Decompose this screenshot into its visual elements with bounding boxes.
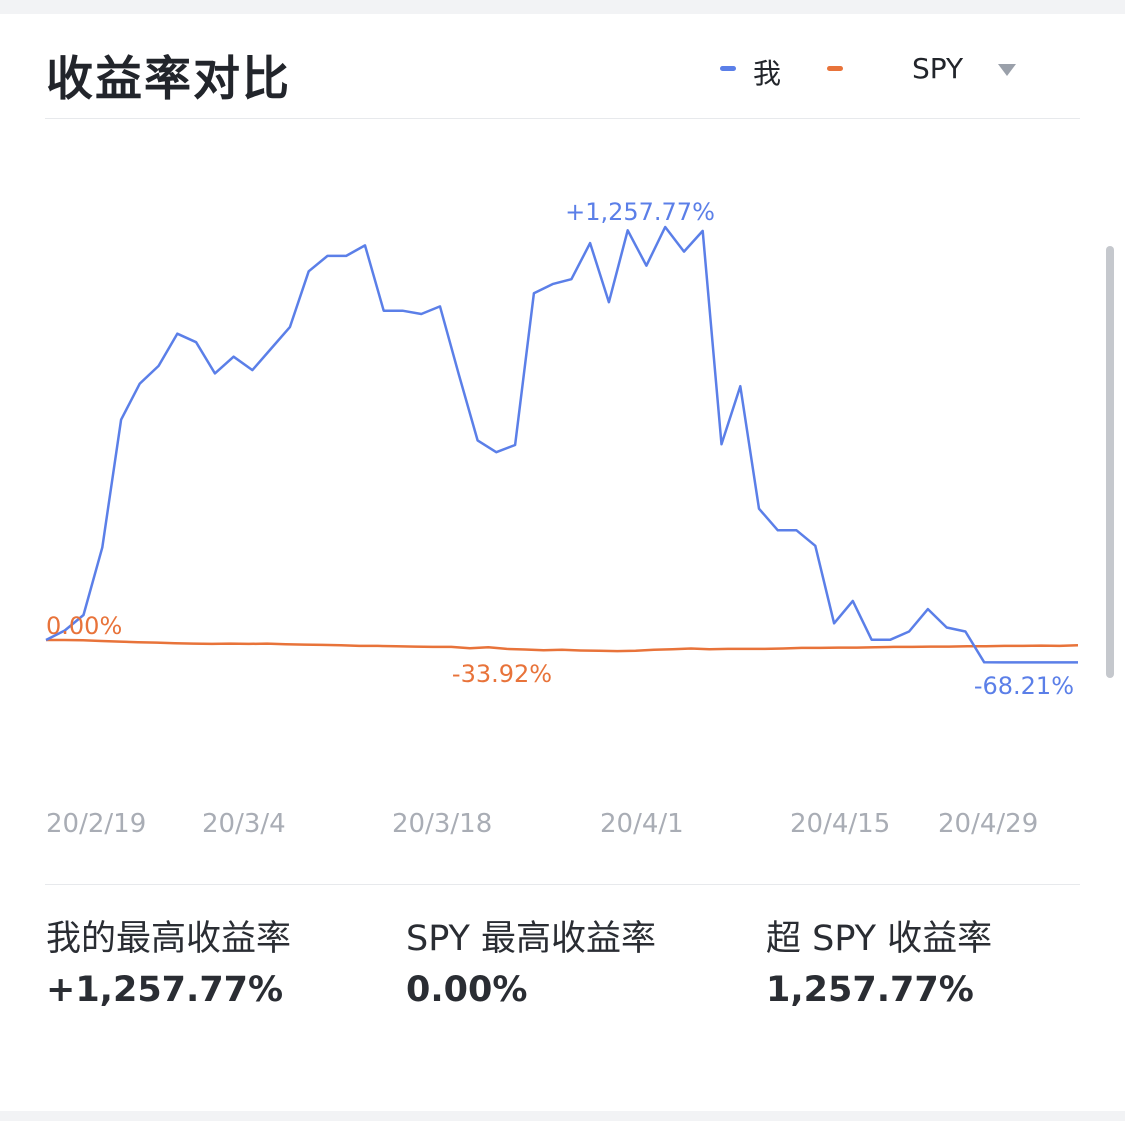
header-divider xyxy=(45,118,1080,119)
page-title: 收益率对比 xyxy=(46,52,291,107)
scrollbar[interactable] xyxy=(1106,246,1114,678)
legend-benchmark-marker xyxy=(827,66,843,71)
return-comparison-card: 收益率对比 我 SPY 我的最高收益率 +1,257.77% SPY 最高收益率… xyxy=(0,14,1125,1111)
x-tick-label: 20/3/18 xyxy=(392,809,492,839)
stat-benchmark-max-value: 0.00% xyxy=(406,970,528,1010)
legend-me-marker xyxy=(720,66,736,71)
benchmark-selector[interactable]: SPY xyxy=(912,52,964,85)
max-value-label: +1,257.77% xyxy=(565,198,715,226)
legend-me-label: 我 xyxy=(753,57,782,90)
x-tick-label: 20/4/1 xyxy=(600,809,684,839)
end-value-label: -68.21% xyxy=(974,672,1074,700)
stat-excess-label: 超 SPY 收益率 xyxy=(766,919,993,959)
x-tick-label: 20/4/29 xyxy=(938,809,1038,839)
chevron-down-icon[interactable] xyxy=(998,64,1016,76)
start-value-label: 0.00% xyxy=(46,612,122,640)
stat-excess-value: 1,257.77% xyxy=(766,970,974,1010)
series-line-spy xyxy=(46,638,1079,653)
stat-my-max-value: +1,257.77% xyxy=(46,970,284,1010)
legend: 我 SPY xyxy=(0,50,1125,90)
stat-benchmark-max-label: SPY 最高收益率 xyxy=(406,919,657,959)
x-tick-label: 20/4/15 xyxy=(790,809,890,839)
return-chart[interactable]: 20/2/19 20/3/4 20/3/18 20/4/1 20/4/15 20/4/29… xyxy=(0,0,1125,860)
x-tick-label: 20/2/19 xyxy=(46,809,146,839)
stats-divider xyxy=(45,884,1080,885)
benchmark-min-label: -33.92% xyxy=(452,660,552,688)
stat-my-max-label: 我的最高收益率 xyxy=(46,919,292,959)
x-axis-ticks: 20/2/19 20/3/4 20/3/18 20/4/1 20/4/15 20/4/29 xyxy=(46,809,1038,839)
series-line-me xyxy=(45,225,1078,664)
x-tick-label: 20/3/4 xyxy=(202,809,286,839)
